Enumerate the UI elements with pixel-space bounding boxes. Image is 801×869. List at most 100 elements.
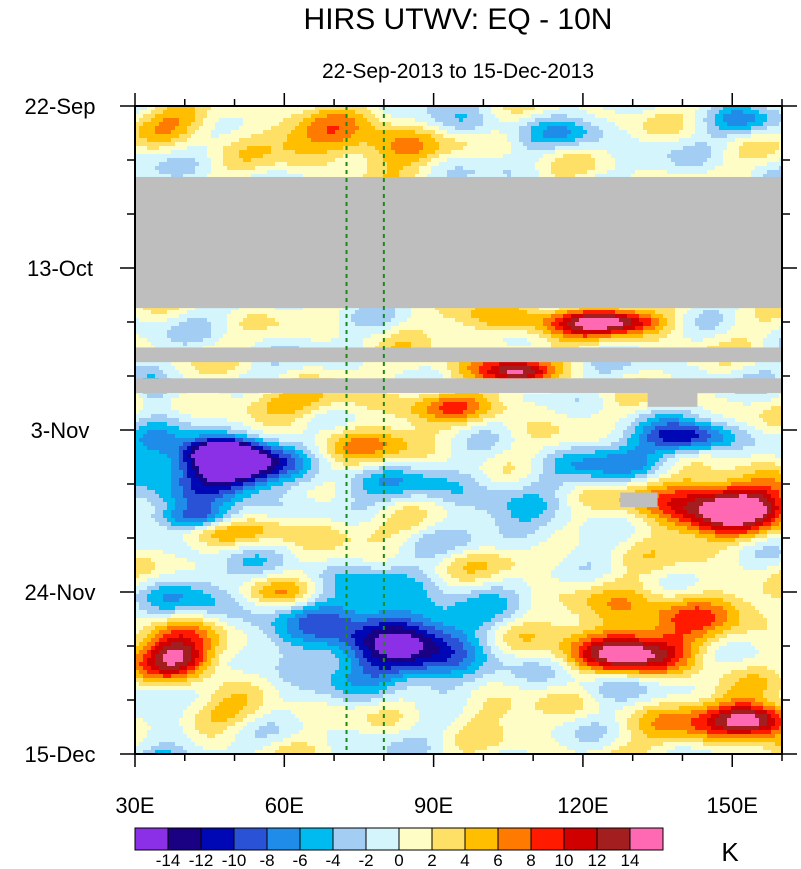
field-cell xyxy=(175,142,180,147)
field-cell xyxy=(327,154,332,159)
field-cell xyxy=(683,114,688,119)
field-cell xyxy=(151,166,156,171)
field-cell xyxy=(355,150,360,155)
field-cell xyxy=(367,106,372,111)
field-cell xyxy=(619,166,624,171)
field-cell xyxy=(767,106,772,111)
field-cell xyxy=(491,110,496,115)
field-cell xyxy=(411,110,416,115)
field-cell xyxy=(551,174,556,179)
field-cell xyxy=(503,142,508,147)
field-cell xyxy=(607,106,612,111)
field-cell xyxy=(591,126,596,131)
field-cell xyxy=(411,114,416,119)
field-cell xyxy=(319,122,324,127)
field-cell xyxy=(495,150,500,155)
field-cell xyxy=(755,154,760,159)
field-cell xyxy=(499,122,504,127)
field-cell xyxy=(411,162,416,167)
field-cell xyxy=(731,174,736,179)
field-cell xyxy=(743,126,748,131)
field-cell xyxy=(383,162,388,167)
field-cell xyxy=(371,154,376,159)
field-cell xyxy=(755,122,760,127)
field-cell xyxy=(567,134,572,139)
field-cell xyxy=(547,174,552,179)
field-cell xyxy=(467,122,472,127)
field-cell xyxy=(235,174,240,179)
field-cell xyxy=(575,170,580,175)
field-cell xyxy=(415,118,420,123)
field-cell xyxy=(691,146,696,151)
field-cell xyxy=(279,138,284,143)
field-cell xyxy=(691,170,696,175)
field-cell xyxy=(455,162,460,167)
field-cell xyxy=(543,122,548,127)
field-cell xyxy=(299,142,304,147)
field-cell xyxy=(507,162,512,167)
field-cell xyxy=(531,118,536,123)
field-cell xyxy=(347,166,352,171)
field-cell xyxy=(235,158,240,163)
field-cell xyxy=(359,158,364,163)
field-cell xyxy=(719,142,724,147)
field-cell xyxy=(751,166,756,171)
field-cell xyxy=(747,106,752,111)
field-cell xyxy=(239,110,244,115)
field-cell xyxy=(503,154,508,159)
field-cell xyxy=(359,130,364,135)
field-cell xyxy=(635,154,640,159)
field-cell xyxy=(207,170,212,175)
field-cell xyxy=(579,162,584,167)
field-cell xyxy=(503,122,508,127)
field-cell xyxy=(139,158,144,163)
field-cell xyxy=(155,110,160,115)
field-cell xyxy=(535,122,540,127)
field-cell xyxy=(547,138,552,143)
field-cell xyxy=(599,154,604,159)
field-cell xyxy=(447,122,452,127)
field-cell xyxy=(311,166,316,171)
field-cell xyxy=(707,174,712,179)
field-cell xyxy=(363,138,368,143)
field-cell xyxy=(471,150,476,155)
field-cell xyxy=(427,166,432,171)
field-cell xyxy=(603,174,608,179)
field-cell xyxy=(495,142,500,147)
field-cell xyxy=(451,154,456,159)
field-cell xyxy=(239,174,244,179)
field-cell xyxy=(371,170,376,175)
field-cell xyxy=(195,114,200,119)
field-cell xyxy=(171,162,176,167)
field-cell xyxy=(479,166,484,171)
field-cell xyxy=(691,174,696,179)
field-cell xyxy=(451,138,456,143)
field-cell xyxy=(683,150,688,155)
field-cell xyxy=(487,114,492,119)
field-cell xyxy=(199,150,204,155)
field-cell xyxy=(223,110,228,115)
field-cell xyxy=(631,158,636,163)
field-cell xyxy=(699,106,704,111)
field-cell xyxy=(359,126,364,131)
field-cell xyxy=(411,138,416,143)
field-cell xyxy=(287,138,292,143)
field-cell xyxy=(639,106,644,111)
field-cell xyxy=(687,106,692,111)
field-cell xyxy=(223,162,228,167)
field-cell xyxy=(267,170,272,175)
field-cell xyxy=(271,110,276,115)
field-cell xyxy=(335,166,340,171)
field-cell xyxy=(563,106,568,111)
field-cell xyxy=(687,150,692,155)
field-cell xyxy=(539,146,544,151)
field-cell xyxy=(675,158,680,163)
field-cell xyxy=(623,114,628,119)
field-cell xyxy=(443,142,448,147)
field-cell xyxy=(711,118,716,123)
field-cell xyxy=(259,158,264,163)
field-cell xyxy=(455,138,460,143)
field-cell xyxy=(503,158,508,163)
field-cell xyxy=(283,106,288,111)
field-cell xyxy=(155,158,160,163)
